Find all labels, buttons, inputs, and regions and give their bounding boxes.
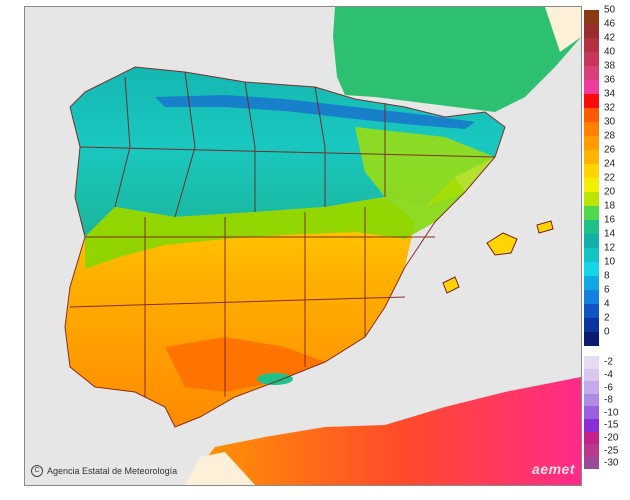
legend-label: 20 <box>604 186 616 198</box>
legend-label-negative: -30 <box>604 457 619 469</box>
legend-swatch <box>584 80 599 94</box>
legend-label-negative: -10 <box>604 407 619 419</box>
transition-band <box>85 177 465 269</box>
legend-swatch <box>584 304 599 318</box>
france-region <box>333 7 581 112</box>
legend-label-negative: -4 <box>604 369 613 381</box>
southern-iberia <box>65 197 415 427</box>
legend-label: 24 <box>604 158 616 170</box>
legend-label-negative: -25 <box>604 445 619 456</box>
legend-swatch-negative <box>584 381 599 394</box>
legend-swatch <box>584 276 599 290</box>
legend-swatch <box>584 192 599 206</box>
copyright-circle-icon: C <box>31 465 43 477</box>
legend-swatch <box>584 122 599 136</box>
province-borders <box>64 66 506 428</box>
legend-label: 36 <box>604 74 616 86</box>
legend-swatch <box>584 332 599 346</box>
legend-label-negative: -20 <box>604 432 619 444</box>
legend-label: 10 <box>604 256 616 268</box>
legend-swatch <box>584 220 599 234</box>
credit-line: C Agencia Estatal de Meteorología <box>31 465 177 477</box>
legend-swatch-negative <box>584 419 599 432</box>
morocco-blank <box>185 452 255 485</box>
legend-swatch <box>584 178 599 192</box>
legend-swatch <box>584 290 599 304</box>
legend-swatch <box>584 150 599 164</box>
map-canvas <box>25 7 581 485</box>
legend-swatch <box>584 136 599 150</box>
legend-swatch <box>584 38 599 52</box>
legend-swatch <box>584 94 599 108</box>
legend-label-negative: -2 <box>604 356 613 368</box>
legend-label: 2 <box>604 312 610 324</box>
legend-label: 42 <box>604 32 616 44</box>
legend-swatch <box>584 164 599 178</box>
legend-label: 46 <box>604 18 616 30</box>
north-africa <box>185 377 581 485</box>
legend-label-negative: -6 <box>604 382 613 393</box>
legend-label: 16 <box>604 214 616 226</box>
legend-label: 22 <box>604 172 616 184</box>
legend-swatch <box>584 318 599 332</box>
legend-label: 38 <box>604 60 616 72</box>
legend-swatch <box>584 52 599 66</box>
legend-swatch <box>584 206 599 220</box>
legend-label-negative: -8 <box>604 394 613 406</box>
legend-label: 26 <box>604 144 616 156</box>
legend-swatch-negative <box>584 406 599 419</box>
legend-swatch <box>584 234 599 248</box>
alps-region <box>545 7 581 52</box>
legend-label: 8 <box>604 270 610 282</box>
legend-label: 50 <box>604 4 616 16</box>
legend-label: 34 <box>604 88 616 100</box>
legend-swatch-negative <box>584 431 599 445</box>
legend-label: 12 <box>604 242 616 254</box>
aemet-logo: aemet <box>532 461 575 477</box>
legend-swatch-negative <box>584 368 599 382</box>
legend-label: 14 <box>604 228 616 240</box>
legend-swatch <box>584 108 599 122</box>
mountain-belt <box>155 95 475 129</box>
temperature-map: C Agencia Estatal de Meteorología aemet <box>24 6 582 486</box>
legend-swatch <box>584 10 599 24</box>
legend-swatch-negative <box>584 356 599 369</box>
legend-swatch <box>584 24 599 38</box>
island-borders <box>442 220 554 294</box>
guadalquivir-hot <box>165 337 325 392</box>
legend-label: 28 <box>604 130 616 142</box>
legend-label: 40 <box>604 46 616 58</box>
ebro-valley <box>355 127 495 207</box>
legend-label: 6 <box>604 284 610 296</box>
legend-swatch <box>584 66 599 80</box>
legend-label: 30 <box>604 116 616 128</box>
legend-label-negative: -15 <box>604 419 619 431</box>
legend-swatch-negative <box>584 444 599 457</box>
sierra-nevada <box>257 373 293 385</box>
legend-label: 4 <box>604 298 610 310</box>
legend-swatch-negative <box>584 393 599 407</box>
legend-swatch-negative <box>584 456 599 470</box>
credit-text: Agencia Estatal de Meteorología <box>47 466 178 476</box>
legend-label: 32 <box>604 102 616 114</box>
legend-label: 18 <box>604 200 616 212</box>
legend-swatch <box>584 262 599 276</box>
legend-label: 0 <box>604 326 610 338</box>
legend-swatch <box>584 248 599 262</box>
